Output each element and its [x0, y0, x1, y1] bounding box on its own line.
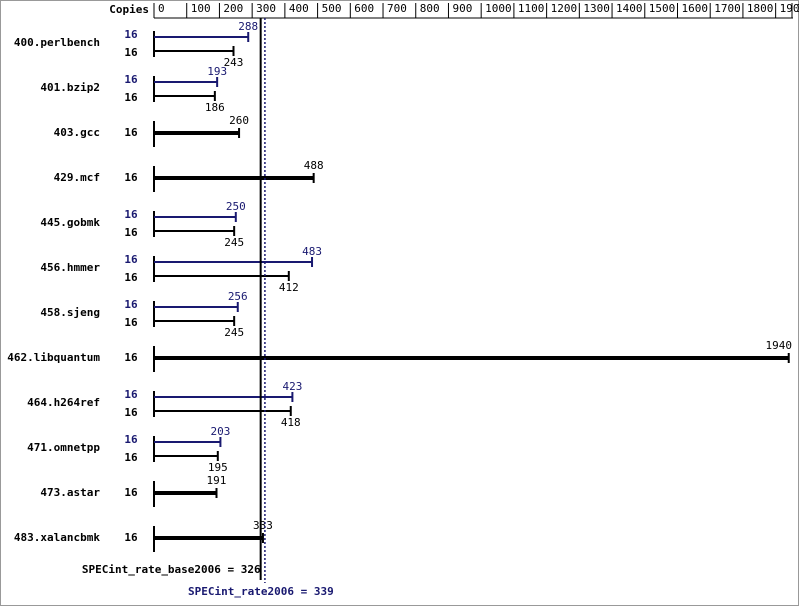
x-tick-label: 200: [223, 2, 243, 15]
base-bar: [154, 50, 234, 52]
base-bar: [154, 275, 289, 277]
peak-bar: [154, 81, 218, 83]
x-tick-label: 1100: [518, 2, 545, 15]
x-tick-label: 600: [354, 2, 374, 15]
base-bar: [154, 536, 263, 540]
category-label: 429.mcf: [54, 171, 100, 184]
x-tick-label: 300: [256, 2, 276, 15]
value-label: 191: [207, 474, 227, 487]
value-label: 193: [207, 65, 227, 78]
value-label: 203: [210, 425, 230, 438]
value-label: 250: [226, 200, 246, 213]
category-label: 400.perlbench: [14, 36, 100, 49]
peak-bar: [154, 36, 249, 38]
copies-label: 16: [124, 451, 138, 464]
copies-label: 16: [124, 126, 138, 139]
value-label: 245: [224, 326, 244, 339]
value-label: 412: [279, 281, 299, 294]
copies-label: 16: [124, 433, 138, 446]
x-tick-label: 1950: [796, 2, 799, 15]
x-tick-label: 1300: [583, 2, 610, 15]
category-label: 456.hmmer: [40, 261, 100, 274]
copies-label: 16: [124, 351, 138, 364]
x-tick-label: 1400: [616, 2, 643, 15]
x-tick-label: 700: [387, 2, 407, 15]
reference-label: SPECint_rate2006 = 339: [188, 585, 334, 598]
copies-label: 16: [124, 271, 138, 284]
x-tick-label: 500: [322, 2, 342, 15]
value-label: 186: [205, 101, 225, 114]
copies-label: 16: [124, 73, 138, 86]
x-tick-label: 900: [452, 2, 472, 15]
copies-label: 16: [124, 298, 138, 311]
copies-label: 16: [124, 226, 138, 239]
copies-label: 16: [124, 316, 138, 329]
value-label: 243: [224, 56, 244, 69]
base-bar: [154, 356, 789, 360]
x-tick-label: 100: [191, 2, 211, 15]
x-tick-label: 1600: [681, 2, 708, 15]
base-bar: [154, 176, 314, 180]
value-label: 288: [238, 20, 258, 33]
copies-header: Copies: [109, 3, 149, 16]
peak-bar: [154, 396, 293, 398]
category-label: 462.libquantum: [7, 351, 100, 364]
category-label: 403.gcc: [54, 126, 100, 139]
copies-label: 16: [124, 253, 138, 266]
peak-bar: [154, 216, 236, 218]
copies-label: 16: [124, 388, 138, 401]
base-bar: [154, 410, 291, 412]
copies-label: 16: [124, 486, 138, 499]
value-label: 260: [229, 114, 249, 127]
x-tick-label: 800: [420, 2, 440, 15]
x-tick-label: 0: [158, 2, 165, 15]
value-label: 483: [302, 245, 322, 258]
peak-bar: [154, 441, 221, 443]
category-label: 401.bzip2: [40, 81, 100, 94]
x-tick-label: 1700: [714, 2, 741, 15]
value-label: 333: [253, 519, 273, 532]
value-label: 488: [304, 159, 324, 172]
copies-label: 16: [124, 171, 138, 184]
category-label: 458.sjeng: [40, 306, 100, 319]
base-bar: [154, 491, 217, 495]
base-bar: [154, 455, 218, 457]
x-tick-label: 1200: [551, 2, 578, 15]
value-label: 195: [208, 461, 228, 474]
category-label: 464.h264ref: [27, 396, 100, 409]
reference-label: SPECint_rate_base2006 = 326: [82, 563, 261, 576]
copies-label: 16: [124, 91, 138, 104]
copies-label: 16: [124, 46, 138, 59]
base-bar: [154, 131, 240, 135]
category-label: 471.omnetpp: [27, 441, 100, 454]
base-bar: [154, 95, 215, 97]
copies-label: 16: [124, 28, 138, 41]
copies-label: 16: [124, 208, 138, 221]
value-label: 256: [228, 290, 248, 303]
value-label: 245: [224, 236, 244, 249]
category-label: 445.gobmk: [40, 216, 100, 229]
base-bar: [154, 230, 235, 232]
value-label: 418: [281, 416, 301, 429]
peak-bar: [154, 261, 313, 263]
category-label: 473.astar: [40, 486, 100, 499]
peak-bar: [154, 306, 238, 308]
copies-label: 16: [124, 406, 138, 419]
base-bar: [154, 320, 235, 322]
value-label: 1940: [766, 339, 793, 352]
x-tick-label: 1800: [747, 2, 774, 15]
copies-label: 16: [124, 531, 138, 544]
x-tick-label: 1000: [485, 2, 512, 15]
value-label: 423: [282, 380, 302, 393]
x-tick-label: 1900: [780, 2, 799, 15]
x-tick-label: 1500: [649, 2, 676, 15]
category-label: 483.xalancbmk: [14, 531, 100, 544]
x-tick-label: 400: [289, 2, 309, 15]
